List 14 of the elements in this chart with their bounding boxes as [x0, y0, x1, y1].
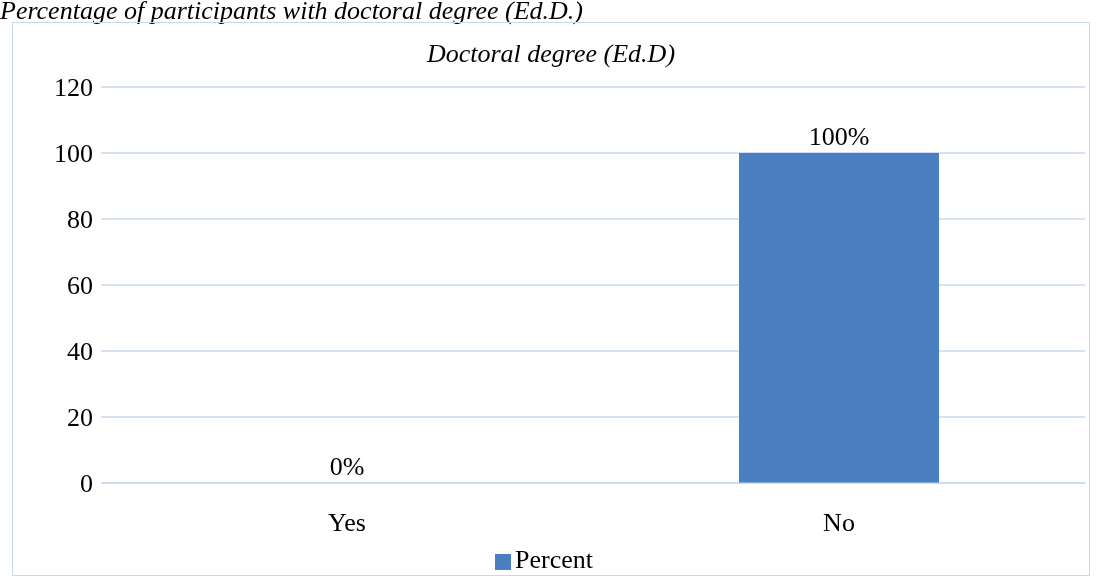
- text: Percentage of participants with doctoral degree (Ed.D.): [0, 0, 583, 26]
- x-tick-label: Yes: [328, 508, 366, 538]
- y-tick-label: 0: [80, 469, 93, 499]
- legend-label: Percent: [515, 545, 593, 574]
- chart-title: Doctoral degree (Ed.D): [425, 39, 677, 70]
- y-tick-label: 40: [67, 337, 93, 367]
- data-label: 100%: [808, 122, 870, 151]
- y-tick-label: 60: [67, 271, 93, 301]
- y-tick-label: 100: [54, 139, 93, 169]
- y-tick-label: 20: [67, 403, 93, 433]
- data-label: 0%: [329, 452, 365, 481]
- y-tick-label: 80: [67, 205, 93, 235]
- y-tick-label: 120: [54, 73, 93, 103]
- x-tick-label: No: [823, 508, 855, 538]
